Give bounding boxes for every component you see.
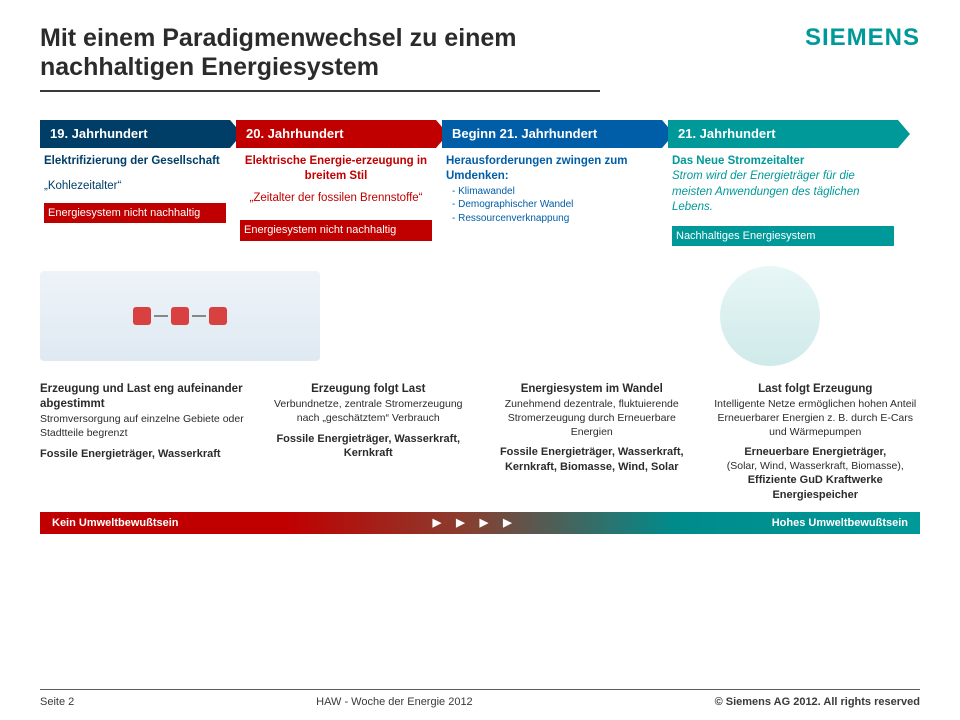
illustration-row <box>40 266 920 366</box>
title-line-1: Mit einem Paradigmenwechsel zu einem <box>40 24 517 52</box>
b2-h: Erzeugung folgt Last <box>264 382 474 397</box>
title-line-2: nachhaltigen Energiesystem <box>40 53 379 81</box>
bottom-grid: Erzeugung und Last eng aufeinander abges… <box>40 382 920 501</box>
b4-s: Intelligente Netze ermöglichen hohen Ant… <box>711 398 921 439</box>
illustration-smart-grid <box>720 266 820 366</box>
col4-heading: Das Neue Stromzeitalter <box>672 154 894 170</box>
col3-b3: - Ressourcenverknappung <box>452 212 658 226</box>
header: Mit einem Paradigmenwechsel zu einem nac… <box>40 24 920 92</box>
bottom-cell-3: Energiesystem im Wandel Zunehmend dezent… <box>487 382 697 501</box>
era-arrow-21c-begin: Beginn 21. Jahrhundert <box>442 120 662 148</box>
era-arrow-19c: 19. Jahrhundert <box>40 120 230 148</box>
col3-b2: - Demographischer Wandel <box>452 198 658 212</box>
bottom-cell-4: Last folgt Erzeugung Intelligente Netze … <box>711 382 921 501</box>
timeline-col-4: 21. Jahrhundert Das Neue Stromzeitalter … <box>668 120 898 247</box>
era-arrow-21c: 21. Jahrhundert <box>668 120 898 148</box>
col4-body: Strom wird der Energieträger für die mei… <box>672 170 860 213</box>
col4-strap: Nachhaltiges Energiesystem <box>672 226 894 247</box>
col1-strap: Energiesystem nicht nachhaltig <box>44 203 226 224</box>
timeline-col-3: Beginn 21. Jahrhundert Herausforderungen… <box>442 120 662 247</box>
brand-logo: SIEMENS <box>805 24 920 52</box>
b2-s: Verbundnetze, zentrale Stromerzeugung na… <box>264 398 474 425</box>
col1-sub: „Kohlezeitalter“ <box>44 179 226 195</box>
col3-b1: - Klimawandel <box>452 185 658 199</box>
timeline-row: 19. Jahrhundert Elektrifizierung der Ges… <box>40 120 920 247</box>
era-label: Beginn 21. Jahrhundert <box>452 126 597 141</box>
col2-sub: „Zeitalter der fossilen Brennstoffe“ <box>240 191 432 207</box>
b4-e2: (Solar, Wind, Wasserkraft, Biomasse), <box>711 460 921 474</box>
b4-e: Erneuerbare Energieträger, <box>711 445 921 459</box>
timeline-col-2: 20. Jahrhundert Elektrische Energie-erze… <box>236 120 436 247</box>
col2-strap: Energiesystem nicht nachhaltig <box>240 220 432 241</box>
era-label: 21. Jahrhundert <box>678 126 776 141</box>
b1-h: Erzeugung und Last eng aufeinander abges… <box>40 382 250 412</box>
b3-h: Energiesystem im Wandel <box>487 382 697 397</box>
footer-left: Seite 2 <box>40 696 74 708</box>
awareness-gradient-bar: Kein Umweltbewußtsein ▶ ▶ ▶ ▶ Hohes Umwe… <box>40 512 920 534</box>
illustration-old-grid <box>40 271 320 361</box>
col2-heading: Elektrische Energie-erzeugung in breitem… <box>240 154 432 185</box>
title-underline <box>40 90 600 92</box>
b4-h: Last folgt Erzeugung <box>711 382 921 397</box>
b4-e3: Effiziente GuD Kraftwerke Energiespeiche… <box>711 473 921 502</box>
footer-center: HAW - Woche der Energie 2012 <box>316 696 473 708</box>
timeline-col-1: 19. Jahrhundert Elektrifizierung der Ges… <box>40 120 230 247</box>
grad-left: Kein Umweltbewußtsein <box>52 517 179 529</box>
b1-s: Stromversorgung auf einzelne Gebiete ode… <box>40 413 250 440</box>
era-label: 20. Jahrhundert <box>246 126 344 141</box>
grad-arrows-icon: ▶ ▶ ▶ ▶ <box>433 516 518 529</box>
b3-e: Fossile Energieträger, Wasserkraft, Kern… <box>487 445 697 474</box>
title-block: Mit einem Paradigmenwechsel zu einem nac… <box>40 24 600 92</box>
col3-heading: Herausforderungen zwingen zum Umdenken: <box>446 154 658 185</box>
era-arrow-20c: 20. Jahrhundert <box>236 120 436 148</box>
bottom-cell-1: Erzeugung und Last eng aufeinander abges… <box>40 382 250 501</box>
b2-e: Fossile Energieträger, Wasserkraft, Kern… <box>264 432 474 461</box>
page-footer: Seite 2 HAW - Woche der Energie 2012 © S… <box>40 689 920 708</box>
bottom-cell-2: Erzeugung folgt Last Verbundnetze, zentr… <box>264 382 474 501</box>
grad-right: Hohes Umweltbewußtsein <box>772 517 908 529</box>
b1-e: Fossile Energieträger, Wasserkraft <box>40 447 250 461</box>
era-label: 19. Jahrhundert <box>50 126 148 141</box>
b3-s: Zunehmend dezentrale, fluktuierende Stro… <box>487 398 697 439</box>
col1-heading: Elektrifizierung der Gesellschaft <box>44 154 226 170</box>
footer-right: © Siemens AG 2012. All rights reserved <box>715 696 920 708</box>
